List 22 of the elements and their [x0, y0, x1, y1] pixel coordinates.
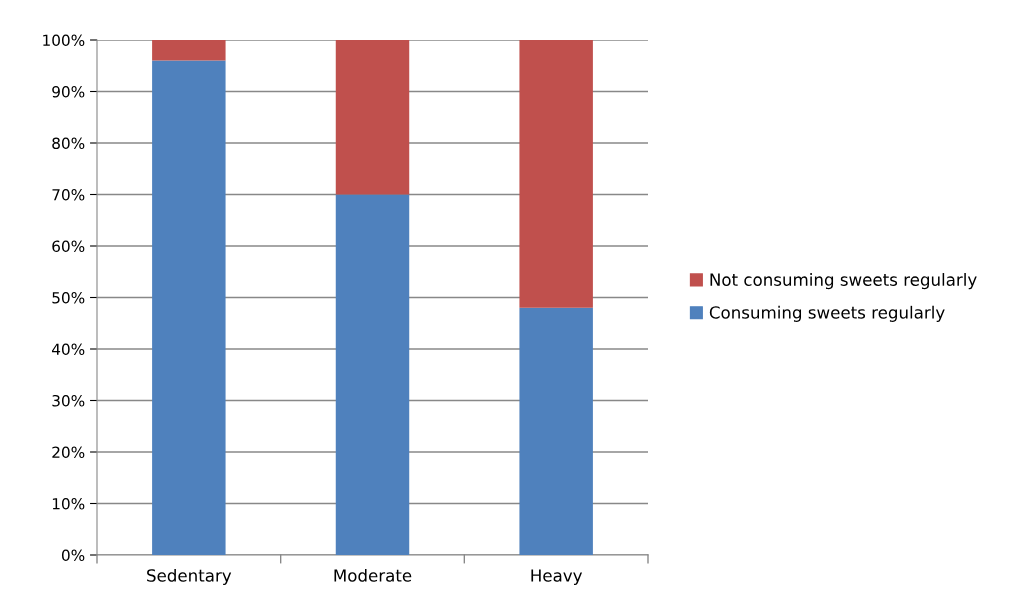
bar — [335, 194, 410, 555]
legend-label: Not consuming sweets regularly — [710, 273, 977, 290]
legend-label: Consuming sweets regularly — [709, 305, 945, 322]
y-tick-label: 40% — [51, 343, 85, 356]
x-tick-label: Moderate — [334, 568, 412, 582]
y-tick-label: 10% — [52, 497, 85, 510]
bar — [519, 307, 593, 555]
x-tick-label: Heavy — [531, 569, 583, 586]
bar — [152, 60, 226, 555]
y-tick-label: 50% — [52, 291, 85, 304]
bar — [152, 40, 226, 61]
y-tick-label: 0% — [61, 549, 85, 562]
x-tick-label: Sedentary — [147, 568, 232, 586]
bar — [519, 40, 593, 308]
y-tick-label: 90% — [52, 85, 85, 98]
bar — [335, 40, 410, 195]
y-tick-label: 80% — [52, 137, 85, 150]
y-tick-label: 60% — [52, 240, 85, 253]
y-tick-label: 100% — [43, 34, 85, 47]
y-tick-label: 20% — [52, 446, 85, 459]
y-tick-label: 30% — [52, 394, 85, 407]
y-tick-label: 70% — [52, 188, 85, 201]
